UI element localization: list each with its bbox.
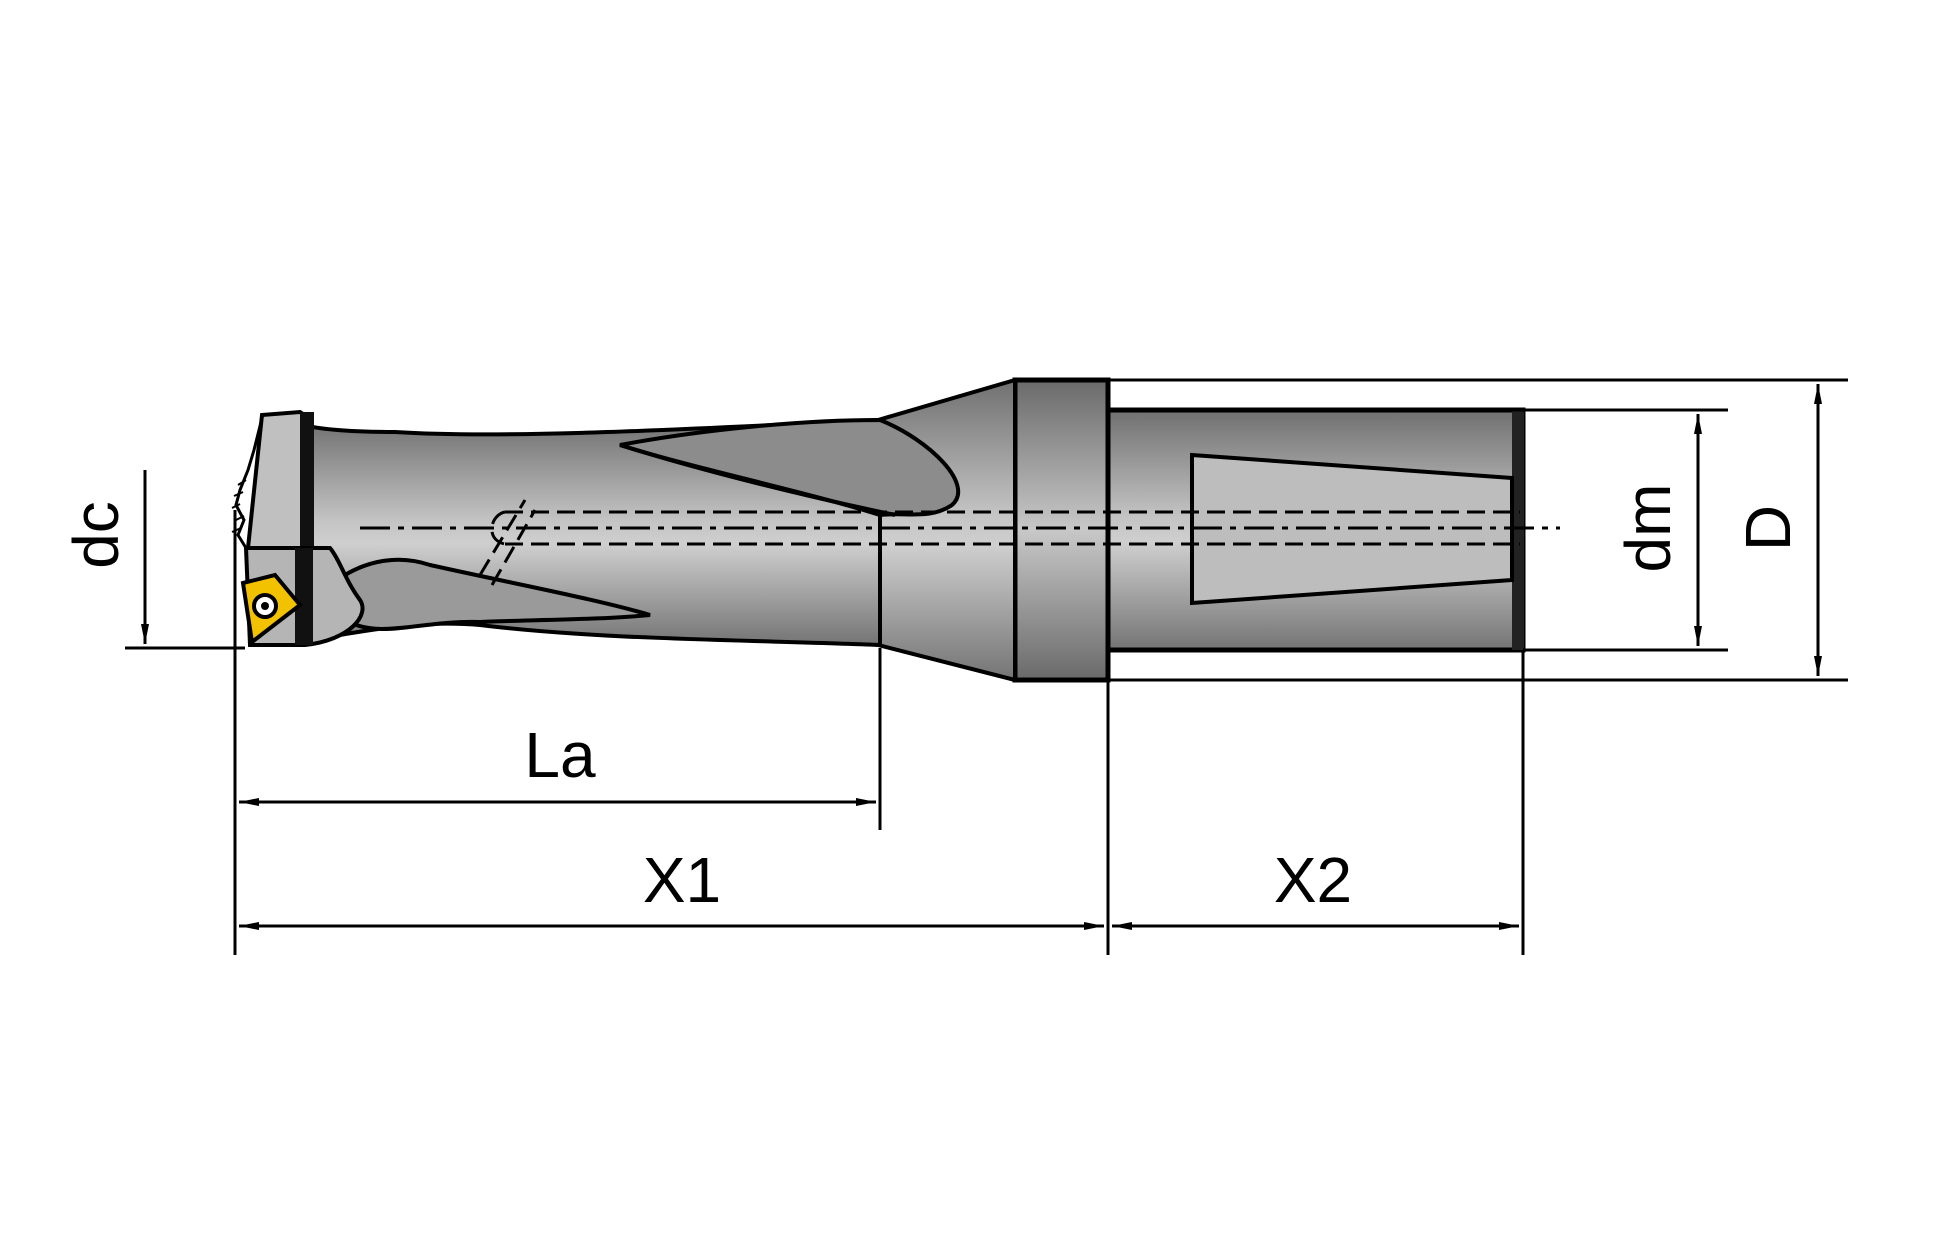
tip-band bbox=[300, 412, 314, 548]
x2-label: X2 bbox=[1274, 844, 1352, 916]
dc-label: dc bbox=[60, 501, 132, 569]
carbide-insert bbox=[240, 572, 303, 646]
dm-label: dm bbox=[1612, 484, 1684, 573]
dimension-lines bbox=[125, 378, 1848, 955]
drill-body bbox=[231, 377, 1560, 683]
cutting-edge-serration bbox=[234, 417, 264, 549]
drill-neck bbox=[876, 377, 1017, 683]
flute-edge-curve bbox=[619, 443, 896, 517]
x1-label: X1 bbox=[643, 844, 721, 916]
coolant-channel bbox=[478, 499, 1520, 586]
drill-flange bbox=[1012, 377, 1111, 683]
la-label: La bbox=[524, 719, 596, 791]
shank-end-face bbox=[1512, 410, 1524, 650]
d-label: D bbox=[1732, 505, 1804, 551]
flute-helix-lower bbox=[343, 557, 651, 631]
